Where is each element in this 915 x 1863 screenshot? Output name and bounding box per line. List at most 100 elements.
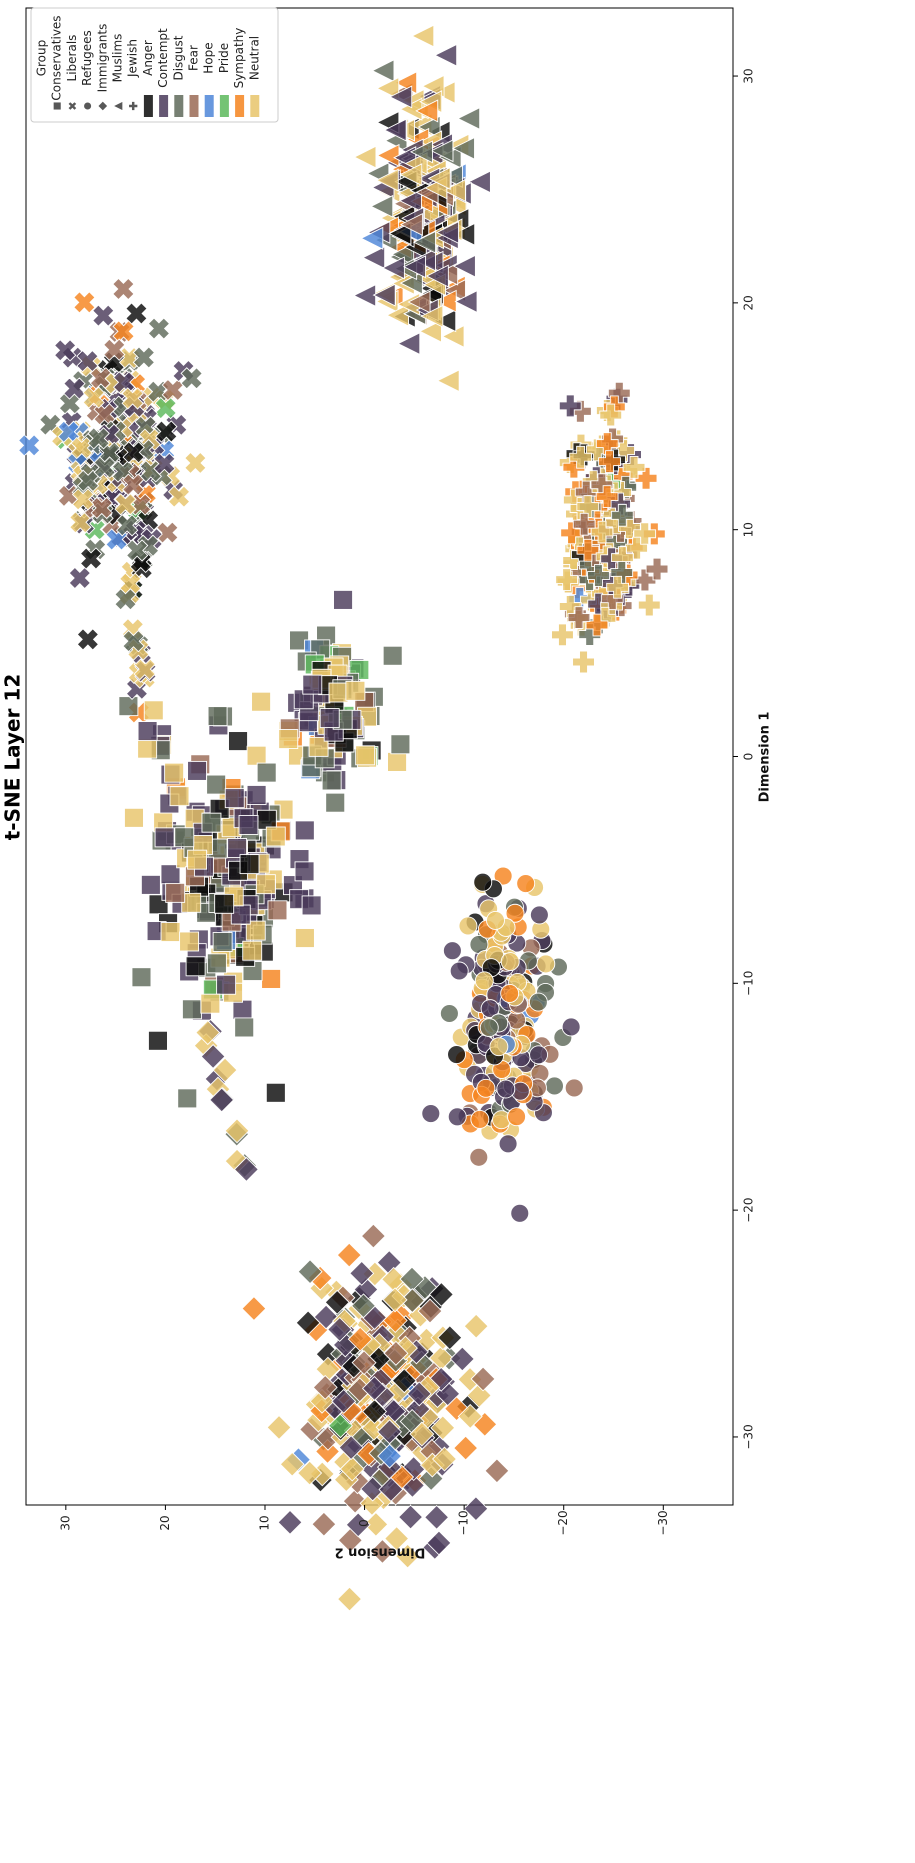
data-point-immigrants bbox=[212, 1057, 238, 1083]
data-point-jewish bbox=[598, 450, 621, 474]
data-point-conservatives bbox=[245, 920, 266, 941]
data-point-refugees bbox=[507, 1107, 527, 1127]
legend-label: Hope bbox=[202, 42, 216, 73]
data-point-liberals bbox=[122, 629, 145, 653]
legend-marker-plus bbox=[128, 100, 139, 112]
legend-swatch-anger bbox=[143, 95, 153, 117]
data-point-jewish bbox=[633, 522, 657, 546]
data-point-refugees bbox=[442, 941, 462, 961]
data-point-muslims bbox=[383, 118, 407, 142]
data-point-refugees bbox=[561, 1017, 581, 1037]
data-point-liberals bbox=[82, 386, 105, 409]
data-point-conservatives bbox=[230, 904, 251, 925]
data-point-muslims bbox=[421, 74, 445, 98]
legend-box bbox=[30, 7, 279, 123]
data-point-conservatives bbox=[181, 999, 202, 1020]
data-point-immigrants bbox=[384, 1526, 410, 1552]
data-point-immigrants bbox=[297, 1460, 323, 1486]
data-point-conservatives bbox=[187, 760, 208, 781]
data-point-refugees bbox=[421, 1104, 441, 1123]
data-point-liberals bbox=[57, 420, 80, 443]
data-point-muslims bbox=[433, 309, 457, 333]
data-point-liberals bbox=[76, 349, 99, 373]
legend-swatch-sympathy bbox=[235, 95, 245, 117]
data-point-immigrants bbox=[383, 1340, 409, 1366]
x-tick-label: −30 bbox=[742, 1424, 756, 1449]
data-point-liberals bbox=[69, 511, 92, 534]
data-point-liberals bbox=[90, 496, 113, 520]
data-point-jewish bbox=[555, 568, 579, 591]
data-point-liberals bbox=[76, 469, 100, 493]
data-point-immigrants bbox=[463, 1313, 489, 1339]
data-point-conservatives bbox=[232, 999, 253, 1020]
data-point-jewish bbox=[569, 445, 592, 469]
data-point-conservatives bbox=[261, 968, 282, 989]
data-point-conservatives bbox=[278, 729, 299, 750]
data-point-conservatives bbox=[201, 812, 222, 833]
data-point-jewish bbox=[568, 587, 592, 610]
data-point-muslims bbox=[457, 106, 481, 131]
data-point-immigrants bbox=[327, 1316, 353, 1342]
data-point-refugees bbox=[528, 992, 548, 1012]
data-point-conservatives bbox=[256, 762, 277, 783]
data-point-conservatives bbox=[179, 931, 200, 952]
data-point-conservatives bbox=[227, 838, 248, 858]
data-point-muslims bbox=[399, 212, 423, 237]
data-point-jewish bbox=[567, 606, 591, 629]
data-point-muslims bbox=[417, 115, 441, 139]
data-point-refugees bbox=[489, 1037, 509, 1057]
data-point-immigrants bbox=[349, 1260, 375, 1286]
data-point-muslims bbox=[376, 76, 400, 100]
data-point-jewish bbox=[587, 564, 610, 587]
data-point-muslims bbox=[412, 230, 436, 254]
data-point-immigrants bbox=[424, 1504, 450, 1530]
data-point-conservatives bbox=[177, 1088, 198, 1109]
data-point-immigrants bbox=[409, 1421, 435, 1447]
data-point-jewish bbox=[606, 575, 629, 599]
data-point-immigrants bbox=[360, 1476, 386, 1502]
data-point-liberals bbox=[125, 539, 149, 562]
data-point-conservatives bbox=[148, 1030, 168, 1051]
data-point-immigrants bbox=[449, 1346, 475, 1372]
x-tick-label: 30 bbox=[742, 68, 756, 83]
data-point-conservatives bbox=[165, 882, 186, 903]
x-tick-label: −20 bbox=[742, 1197, 756, 1222]
data-point-immigrants bbox=[311, 1511, 337, 1537]
data-point-immigrants bbox=[337, 1586, 363, 1612]
y-tick-label: −30 bbox=[656, 1510, 670, 1535]
data-point-conservatives bbox=[143, 700, 164, 721]
data-point-immigrants bbox=[470, 1366, 496, 1392]
data-point-refugees bbox=[458, 916, 478, 936]
x-axis-label: Dimension 1 bbox=[758, 712, 773, 803]
data-point-liberals bbox=[71, 488, 95, 511]
data-point-jewish bbox=[637, 593, 661, 617]
data-point-refugees bbox=[500, 984, 520, 1003]
data-point-immigrants bbox=[382, 1287, 408, 1313]
data-point-muslims bbox=[402, 255, 426, 279]
data-point-immigrants bbox=[398, 1504, 424, 1530]
data-point-immigrants bbox=[406, 1381, 432, 1407]
data-point-jewish bbox=[572, 650, 595, 674]
data-point-liberals bbox=[17, 434, 41, 457]
legend-swatch-fear bbox=[189, 95, 199, 117]
data-point-conservatives bbox=[207, 706, 228, 727]
data-point-conservatives bbox=[124, 807, 144, 828]
data-point-muslims bbox=[388, 222, 412, 246]
y-tick-label: −20 bbox=[556, 1510, 570, 1535]
data-point-immigrants bbox=[297, 1259, 323, 1285]
data-point-liberals bbox=[70, 436, 93, 460]
data-point-muslims bbox=[371, 59, 395, 83]
data-point-refugees bbox=[516, 874, 536, 894]
data-point-immigrants bbox=[324, 1289, 350, 1315]
data-point-liberals bbox=[79, 547, 103, 570]
data-point-muslims bbox=[418, 319, 442, 343]
y-tick-label: 20 bbox=[158, 1515, 172, 1530]
data-point-immigrants bbox=[342, 1488, 368, 1514]
data-point-liberals bbox=[153, 452, 176, 475]
data-point-conservatives bbox=[137, 721, 158, 742]
data-point-conservatives bbox=[238, 814, 259, 835]
data-point-conservatives bbox=[255, 874, 276, 895]
data-point-immigrants bbox=[315, 1438, 341, 1464]
data-point-immigrants bbox=[338, 1435, 364, 1461]
data-point-muslims bbox=[434, 43, 458, 67]
